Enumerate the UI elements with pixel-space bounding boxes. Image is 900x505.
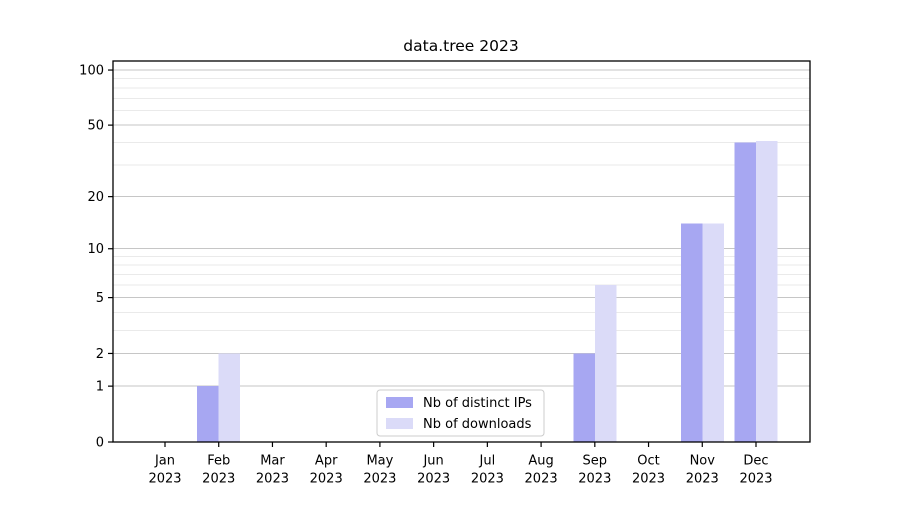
x-tick-label-year: 2023 <box>686 472 719 487</box>
x-tick-label-month: Aug <box>528 454 553 469</box>
bar-downloads <box>755 140 778 442</box>
x-tick-label-year: 2023 <box>202 472 235 487</box>
bar-downloads <box>594 285 617 442</box>
x-tick-label-year: 2023 <box>525 472 558 487</box>
plot-frame <box>112 60 811 443</box>
x-tick-label-year: 2023 <box>256 472 289 487</box>
x-tick-label-month: Sep <box>583 454 608 469</box>
bar-distinct-ips <box>734 142 756 443</box>
x-tick-label-year: 2023 <box>417 472 450 487</box>
y-tick-label: 20 <box>87 190 104 205</box>
x-tick-label-month: May <box>366 454 393 469</box>
legend: Nb of distinct IPs Nb of downloads <box>376 389 545 437</box>
x-tick-label-month: Mar <box>260 454 285 469</box>
chart-title: data.tree 2023 <box>403 37 518 55</box>
x-tick-label-month: Jun <box>422 454 443 469</box>
x-tick-label-month: Feb <box>207 454 230 469</box>
y-tick-label: 0 <box>96 436 104 451</box>
y-tick-label: 2 <box>96 347 104 362</box>
y-tick-label: 100 <box>79 64 104 79</box>
x-tick-label-year: 2023 <box>471 472 504 487</box>
bar-distinct-ips <box>197 386 219 442</box>
bar-distinct-ips <box>680 223 703 442</box>
plot-area: 0 1 2 5 10 20 50 100 Jan 2023 Feb 2023 Mar 2023 Apr 202… <box>79 64 810 487</box>
x-tick-label-month: Dec <box>743 454 768 469</box>
legend-swatch-distinct-ips-icon <box>386 397 413 408</box>
x-tick-label-month: Nov <box>690 454 716 469</box>
y-tick-label: 1 <box>96 380 104 395</box>
x-tick-label-month: Jul <box>479 454 496 469</box>
x-tick-label-year: 2023 <box>148 472 181 487</box>
x-tick-label-year: 2023 <box>363 472 396 487</box>
y-tick-label: 10 <box>87 242 104 257</box>
y-tick-label: 5 <box>96 291 104 306</box>
legend-label-distinct-ips: Nb of distinct IPs <box>423 396 532 411</box>
legend-box <box>376 389 545 437</box>
x-tick-label-year: 2023 <box>739 472 772 487</box>
bar-downloads <box>218 353 241 442</box>
bar-downloads <box>702 223 724 442</box>
bar-distinct-ips <box>573 353 595 442</box>
x-tick-label-year: 2023 <box>578 472 611 487</box>
x-tick-label-month: Oct <box>637 454 659 469</box>
x-tick-label-month: Jan <box>154 454 175 469</box>
x-tick-label-month: Apr <box>315 454 338 469</box>
x-tick-label-year: 2023 <box>310 472 343 487</box>
legend-swatch-downloads-icon <box>386 418 413 429</box>
x-tick-label-year: 2023 <box>632 472 665 487</box>
y-tick-label: 50 <box>87 119 104 134</box>
legend-label-downloads: Nb of downloads <box>423 417 532 432</box>
